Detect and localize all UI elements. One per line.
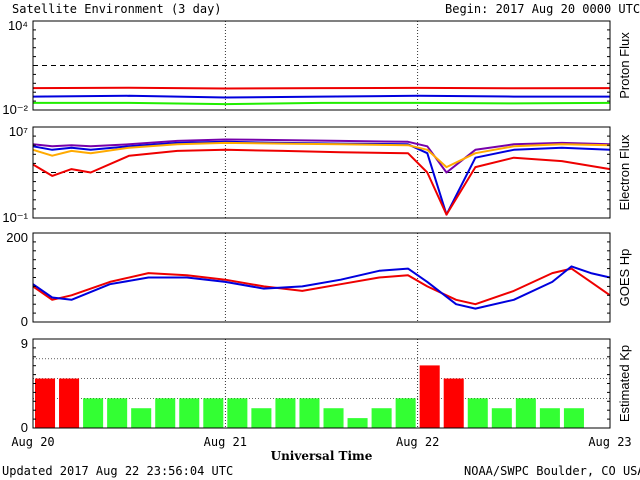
kp-bar	[539, 408, 560, 428]
y-tick-label: 10⁻¹	[2, 210, 28, 225]
x-axis-title: Universal Time	[271, 449, 373, 463]
series-line-blue	[32, 265, 611, 310]
kp-bar	[467, 398, 488, 428]
y-axis-label: Electron Flux	[617, 134, 632, 210]
credit-line: NOAA/SWPC Boulder, CO USA	[464, 464, 640, 478]
kp-bar	[323, 408, 344, 428]
series-line-red	[32, 267, 611, 306]
kp-bar	[227, 398, 248, 428]
series-line-orange	[32, 141, 611, 169]
updated-timestamp: Updated 2017 Aug 22 23:56:04 UTC	[2, 464, 234, 478]
series-line-green	[33, 101, 611, 106]
y-tick-label: 10⁴	[8, 18, 28, 33]
x-tick-label: Aug 20	[11, 435, 54, 449]
kp-bar	[515, 398, 536, 428]
kp-bar	[179, 398, 200, 428]
y-tick-label: 200	[6, 230, 28, 245]
y-tick-label: 9	[21, 336, 28, 351]
panel-frame	[32, 232, 611, 323]
kp-bar	[347, 418, 368, 428]
begin-time: Begin: 2017 Aug 20 0000 UTC	[445, 2, 640, 16]
kp-bar	[395, 398, 416, 428]
x-tick-label: Aug 23	[588, 435, 631, 449]
x-tick-label: Aug 21	[204, 435, 247, 449]
y-axis-label: Proton Flux	[617, 32, 632, 99]
kp-bar	[491, 408, 512, 428]
kp-bar	[251, 408, 272, 428]
y-axis-label: Estimated Kp	[617, 345, 632, 422]
kp-bar	[563, 408, 584, 428]
series-line-purple	[32, 138, 611, 174]
kp-bar	[107, 398, 128, 428]
y-tick-label: 0	[21, 314, 28, 329]
y-tick-label: 10⁻²	[2, 102, 28, 117]
series-line-red	[32, 148, 611, 216]
kp-bar	[59, 378, 80, 428]
kp-bar	[419, 365, 440, 428]
kp-bar	[275, 398, 296, 428]
kp-bar	[299, 398, 320, 428]
series-line-red	[32, 86, 611, 90]
kp-bar	[83, 398, 104, 428]
chart-title: Satellite Environment (3 day)	[12, 2, 222, 16]
y-axis-label: GOES Hp	[617, 249, 632, 307]
kp-bar	[203, 398, 224, 428]
y-tick-label: 10⁷	[9, 124, 28, 139]
kp-bar	[443, 378, 464, 428]
kp-bar	[35, 378, 56, 428]
x-tick-label: Aug 22	[396, 435, 439, 449]
kp-bar	[371, 408, 392, 428]
y-tick-label: 0	[21, 420, 28, 435]
kp-bar	[131, 408, 152, 428]
series-line-blue	[32, 94, 610, 99]
kp-bar	[155, 398, 176, 428]
